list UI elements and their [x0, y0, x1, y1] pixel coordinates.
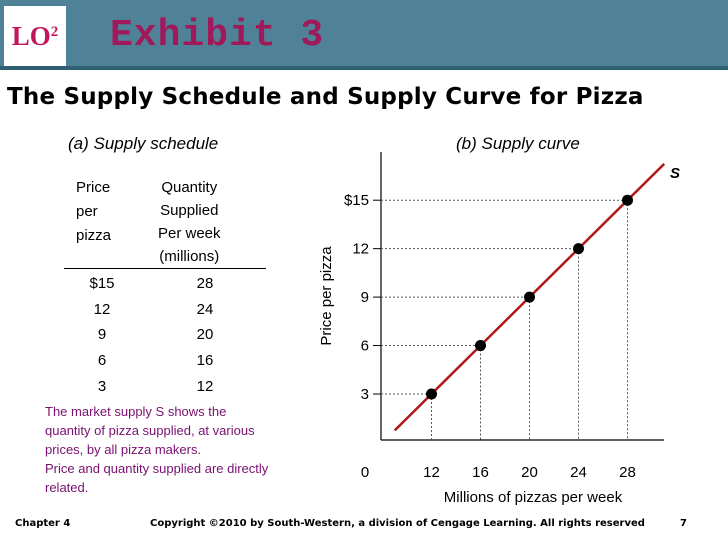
y-tick-label: $15 [344, 192, 369, 209]
data-point [622, 194, 633, 206]
quantity-cell: 20 [196, 326, 214, 343]
lo-superscript: 2 [50, 23, 59, 40]
quantity-cell: 12 [196, 378, 214, 395]
page-title: The Supply Schedule and Supply Curve for… [7, 84, 644, 110]
price-cell: 3 [97, 378, 107, 395]
quantity-cell: 28 [196, 275, 214, 292]
learning-objective-badge: LO 2 [4, 6, 66, 66]
footer-copyright: Copyright ©2010 by South-Western, a divi… [150, 518, 645, 529]
price-header-line: Price [76, 179, 111, 196]
table-row: 12 24 [62, 301, 268, 327]
x-tick-label: 16 [472, 464, 489, 481]
price-cell: 9 [97, 326, 107, 343]
price-column-header: Price per pizza [76, 176, 111, 248]
schedule-title: (a) Supply schedule [68, 134, 219, 153]
quantity-cell: 16 [196, 352, 214, 369]
footer-chapter: Chapter 4 [15, 518, 71, 529]
price-cell: 6 [97, 352, 107, 369]
quantity-cell: 24 [196, 301, 214, 318]
y-tick-label: 3 [361, 386, 369, 403]
x-tick-label: 24 [570, 464, 587, 481]
price-header-line: per [76, 203, 98, 220]
note-line: Price and quantity supplied are directly [45, 461, 269, 476]
data-point [426, 388, 437, 400]
footer-page-number: 7 [680, 518, 687, 529]
exhibit-title: Exhibit 3 [110, 14, 325, 57]
y-tick-label: 9 [361, 289, 369, 306]
data-point [573, 243, 584, 255]
note-line: The market supply S shows the [45, 404, 227, 419]
note-line: quantity of pizza supplied, at various [45, 423, 255, 438]
quantity-column-header: Quantity Supplied Per week (millions) [158, 176, 221, 268]
price-cell: 12 [93, 301, 111, 318]
note-line: related. [45, 480, 89, 495]
lo-label: LO [11, 20, 51, 51]
header-bar: LO 2 Exhibit 3 [0, 0, 728, 70]
quantity-header-line: Supplied [160, 202, 219, 219]
header-rule [0, 66, 728, 70]
table-row: 9 20 [62, 326, 268, 352]
table-row: $15 28 [62, 275, 268, 301]
y-axis-label: Price per pizza [318, 246, 335, 346]
table-row: 3 12 [62, 378, 268, 404]
series-label-s: S [670, 165, 680, 182]
x-tick-label: 20 [521, 464, 538, 481]
price-header-line: pizza [76, 227, 112, 244]
y-tick-label: 12 [352, 241, 369, 258]
price-cell: $15 [89, 275, 115, 292]
table-row: 6 16 [62, 352, 268, 378]
quantity-header-line: Quantity [161, 179, 218, 196]
x-tick-label: 28 [619, 464, 636, 481]
explanation-note: The market supply S shows the quantity o… [45, 402, 315, 497]
x-axis-label: Millions of pizzas per week [444, 489, 623, 506]
quantity-header-line: (millions) [159, 248, 220, 265]
data-point [524, 291, 535, 303]
chart-title: (b) Supply curve [456, 134, 580, 153]
quantity-header-line: Per week [158, 225, 221, 242]
data-point [475, 340, 486, 352]
x-tick-label: 12 [423, 464, 440, 481]
origin-label: 0 [361, 464, 369, 481]
y-tick-label: 6 [361, 338, 369, 355]
table-header-divider [64, 268, 266, 269]
note-line: prices, by all pizza makers. [45, 442, 202, 457]
